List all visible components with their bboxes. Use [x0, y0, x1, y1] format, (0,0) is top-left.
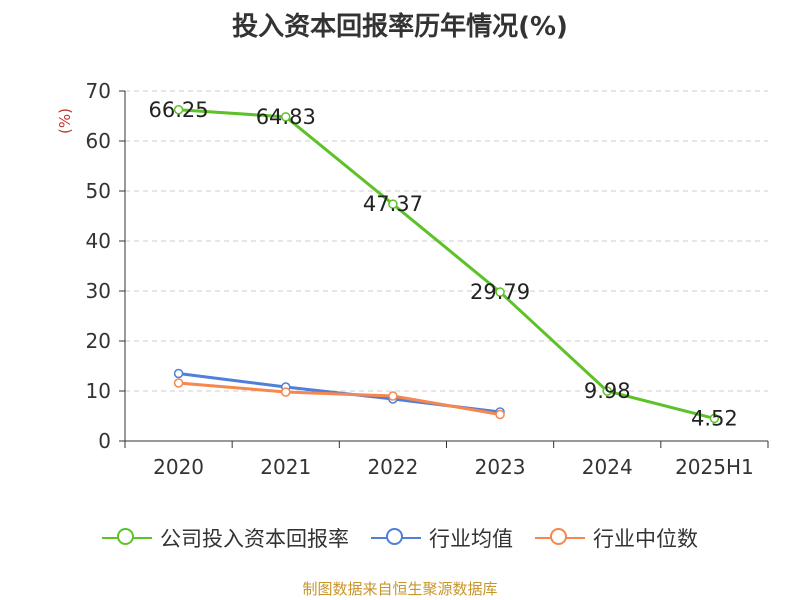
x-tick-label: 2024: [582, 455, 633, 479]
x-tick-label: 2022: [367, 455, 418, 479]
data-point: [388, 199, 398, 209]
series-lines: [173, 105, 720, 424]
y-tick-label: 40: [86, 229, 111, 253]
data-label: 47.37: [363, 192, 423, 216]
legend-marker-icon: [371, 525, 421, 551]
legend-item[interactable]: 行业均值: [371, 523, 513, 553]
y-tick-label: 20: [86, 329, 111, 353]
series-line: [178, 381, 501, 416]
data-point: [495, 287, 505, 297]
legend-label: 行业中位数: [593, 527, 698, 551]
data-label: 29.79: [470, 280, 530, 304]
data-point: [281, 387, 291, 397]
legend-item[interactable]: 公司投入资本回报率: [102, 523, 349, 553]
data-point: [281, 112, 291, 122]
data-label: 9.98: [584, 379, 631, 403]
data-point: [495, 409, 505, 420]
data-point: [173, 378, 184, 388]
data-label: 4.52: [691, 406, 738, 430]
data-point: [388, 391, 398, 401]
legend-item[interactable]: 行业中位数: [535, 523, 698, 553]
y-tick-label: 0: [98, 429, 111, 453]
legend-marker-icon: [102, 525, 152, 551]
legend-marker-icon: [535, 525, 585, 551]
legend: 公司投入资本回报率 行业均值 行业中位数: [0, 520, 800, 556]
data-labels: 66.25 64.83 47.37 29.79 9.98 4.52: [149, 98, 738, 431]
y-tick-label: 10: [86, 379, 111, 403]
source-note: 制图数据来自恒生聚源数据库: [302, 580, 498, 598]
x-tick-label: 2025H1: [675, 455, 754, 479]
x-tick-label: 2021: [260, 455, 311, 479]
data-label: 66.25: [149, 98, 209, 122]
legend-label: 行业均值: [429, 527, 513, 551]
gridlines: [125, 90, 768, 392]
y-tick-label: 70: [86, 79, 111, 103]
data-point: [602, 386, 612, 396]
data-point: [709, 413, 720, 424]
y-tick-label: 50: [86, 179, 111, 203]
x-tick-label: 2023: [475, 455, 526, 479]
axes: 0 10 20 30 40 50 60 70 2020 2021 2022 2023 2024 2025H…: [86, 79, 769, 479]
legend-label: 公司投入资本回报率: [160, 527, 349, 551]
y-tick-label: 60: [86, 129, 111, 153]
data-point: [173, 105, 184, 115]
y-tick-label: 30: [86, 279, 111, 303]
data-point: [173, 368, 184, 379]
x-tick-label: 2020: [153, 455, 204, 479]
chart-title: 投入资本回报率历年情况(%): [232, 12, 568, 42]
data-label: 64.83: [256, 105, 316, 129]
series-line: [178, 108, 715, 420]
